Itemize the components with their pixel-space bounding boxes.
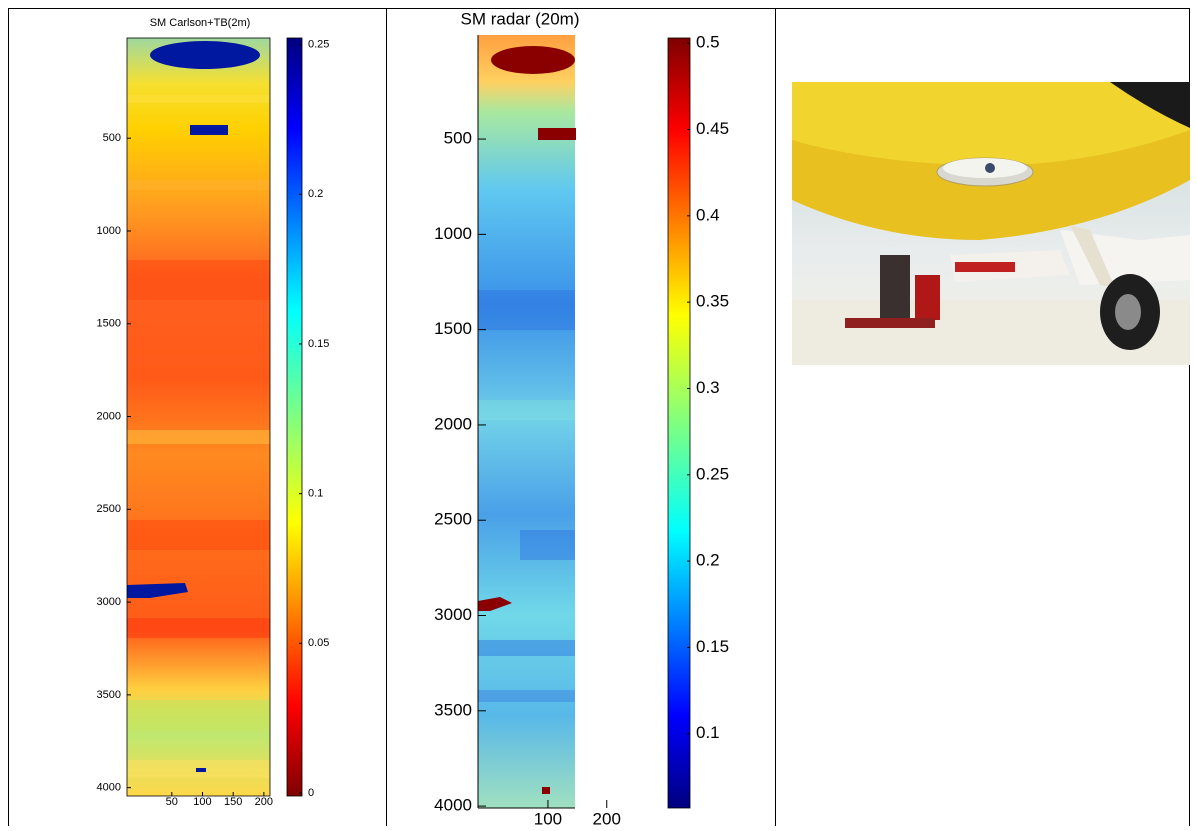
y-tick-label: 2500 [97, 503, 121, 515]
x-tick-label: 100 [193, 796, 211, 808]
y-tick-label: 2000 [97, 410, 121, 422]
y-tick-label: 3000 [97, 596, 121, 608]
x-tick-label: 100 [534, 809, 562, 826]
colorbar-tick-label: 0.4 [696, 205, 720, 224]
colorbar-tick-label: 0.3 [696, 378, 720, 397]
colorbar-tick-label: 0.1 [308, 488, 323, 500]
x-tick-label: 200 [255, 796, 273, 808]
colorbar-tick-label: 0.05 [308, 637, 329, 649]
colorbar-tick-label: 0.2 [308, 188, 323, 200]
y-tick-label: 3500 [434, 700, 472, 719]
y-tick-label: 500 [103, 132, 121, 144]
panel-title: SM Carlson+TB(2m) [150, 17, 251, 29]
y-tick-label: 1500 [434, 319, 472, 338]
y-tick-label: 3000 [434, 605, 472, 624]
colorbar-tick-label: 0 [308, 787, 314, 799]
panel-title: SM radar (20m) [460, 9, 579, 28]
x-tick-label: 200 [593, 809, 621, 826]
panel-carlson: SM Carlson+TB(2m) 5001000150020002500300… [97, 17, 330, 808]
y-tick-label: 2500 [434, 510, 472, 529]
y-tick-label: 1000 [97, 225, 121, 237]
colorbar-tick-label: 0.15 [696, 637, 729, 656]
y-tick-label: 1000 [434, 224, 472, 243]
water-blob [538, 128, 576, 140]
page: SM Carlson+TB(2m) 5001000150020002500300… [0, 0, 1197, 826]
colorbar [287, 38, 302, 796]
y-tick-label: 4000 [97, 782, 121, 794]
colorbar-tick-label: 0.15 [308, 338, 329, 350]
photo-aircraft [792, 82, 1190, 365]
heatmap [127, 38, 270, 796]
colorbar-tick-label: 0.45 [696, 119, 729, 138]
x-tick-label: 150 [224, 796, 242, 808]
water-blob [542, 787, 550, 794]
colorbar [668, 38, 690, 808]
water-blob [190, 125, 228, 135]
water-blob [150, 41, 260, 69]
y-tick-label: 1500 [97, 318, 121, 330]
panel-radar: SM radar (20m) 500 1000 1500 2000 2500 3000 35… [434, 9, 729, 826]
y-tick-label: 3500 [97, 689, 121, 701]
colorbar-tick-label: 0.1 [696, 723, 720, 742]
colorbar-tick-label: 0.35 [696, 292, 729, 311]
x-tick-label: 50 [166, 796, 178, 808]
colorbar-tick-label: 0.25 [696, 464, 729, 483]
y-tick-label: 4000 [434, 796, 472, 815]
y-tick-label: 500 [444, 129, 472, 148]
colorbar-tick-label: 0.5 [696, 33, 720, 52]
colorbar-tick-label: 0.25 [308, 38, 329, 50]
water-blob [196, 768, 206, 772]
water-blob [491, 46, 575, 74]
colorbar-tick-label: 0.2 [696, 551, 720, 570]
y-tick-label: 2000 [434, 414, 472, 433]
